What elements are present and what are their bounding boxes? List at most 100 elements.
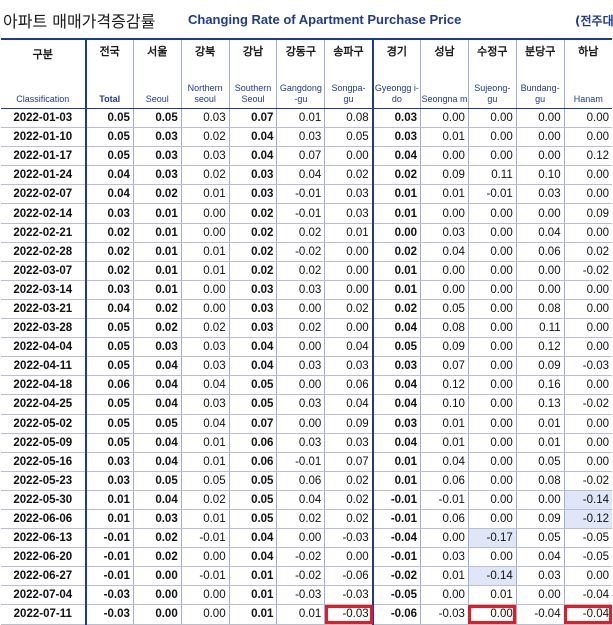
value-cell-gyeonggi-do: 0.01 [371, 184, 421, 205]
table-row: 2022-06-06 0.01 0.03 0.01 0.05 0.02 0.02 -0.01 0… [1, 509, 612, 530]
value-cell-hanam: 0.00 [563, 318, 612, 339]
value-cell-southern-seoul: 0.02 [228, 203, 277, 224]
value-cell-northern-seoul: 0.00 [180, 280, 230, 300]
value-cell-northern-seoul: 0.01 [180, 452, 230, 472]
value-cell-seoul: 0.02 [132, 318, 182, 339]
date-cell: 2022-05-23 [1, 471, 86, 491]
date-cell: 2022-06-20 [1, 547, 86, 568]
value-cell-gangdong-gu: 0.01 [276, 108, 325, 129]
date-cell: 2022-06-06 [1, 509, 86, 530]
value-cell-sujeong-gu: 0.00 [467, 509, 517, 530]
value-cell-seongnam: 0.12 [420, 375, 469, 396]
table-row: 2022-03-21 0.04 0.02 0.00 0.03 0.00 0.02 0.02 0.… [1, 299, 612, 320]
value-cell-total: 0.01 [84, 509, 134, 530]
value-cell-songpa-gu: 0.03 [324, 184, 373, 205]
value-cell-hanam: -0.04 [563, 604, 612, 625]
value-cell-southern-seoul: 0.04 [228, 547, 277, 568]
value-cell-sujeong-gu: 0.00 [467, 490, 517, 510]
value-cell-gangdong-gu: 0.06 [276, 471, 325, 491]
value-cell-songpa-gu: 0.05 [324, 127, 373, 148]
value-cell-seongnam: 0.00 [420, 585, 469, 606]
value-cell-seongnam: 0.07 [420, 356, 469, 377]
value-cell-songpa-gu: -0.06 [324, 566, 373, 587]
date-cell: 2022-03-21 [1, 299, 86, 320]
value-cell-northern-seoul: 0.01 [180, 509, 230, 530]
title-korean: 아파트 매매가격증감률 [3, 12, 156, 31]
value-cell-gyeonggi-do: -0.04 [371, 528, 421, 549]
value-cell-sujeong-gu: 0.00 [467, 604, 517, 625]
col-header-korean: 경기 [386, 45, 407, 58]
table-row: 2022-03-14 0.03 0.01 0.00 0.03 0.03 0.00 0.01 0.… [1, 280, 612, 300]
date-cell: 2022-02-14 [1, 203, 86, 224]
col-header-seongnam: 성남 Seongna m [420, 38, 469, 109]
value-cell-gyeonggi-do: -0.01 [371, 490, 421, 510]
value-cell-seongnam: 0.01 [420, 184, 469, 205]
value-cell-gangdong-gu: -0.02 [276, 242, 325, 262]
col-header-classification: 구분 Classification [1, 38, 86, 109]
value-cell-seoul: 0.02 [132, 184, 182, 205]
value-cell-songpa-gu: 0.06 [324, 375, 373, 396]
value-cell-seoul: 0.04 [132, 375, 182, 396]
value-cell-sujeong-gu: 0.00 [467, 223, 517, 243]
col-header-english: Songpa- gu [331, 83, 366, 104]
value-cell-northern-seoul: 0.00 [180, 604, 230, 625]
value-cell-seongnam: 0.00 [420, 108, 469, 129]
value-cell-songpa-gu: 0.02 [324, 165, 373, 186]
value-cell-songpa-gu: 0.02 [324, 299, 373, 320]
value-cell-southern-seoul: 0.03 [228, 280, 277, 300]
date-cell: 2022-05-02 [1, 414, 86, 434]
value-cell-bundang-gu: 0.09 [515, 356, 565, 377]
col-header-southern-seoul: 강남 Southern Seoul [228, 38, 277, 109]
col-header-english: Seoul [145, 94, 169, 104]
value-cell-bundang-gu: 0.12 [515, 337, 565, 358]
value-cell-southern-seoul: 0.03 [228, 299, 277, 320]
value-cell-gangdong-gu: -0.01 [276, 452, 325, 472]
value-cell-songpa-gu: 0.02 [324, 509, 373, 530]
value-cell-southern-seoul: 0.03 [228, 165, 277, 186]
value-cell-northern-seoul: 0.05 [180, 471, 230, 491]
col-header-korean: 분당구 [524, 45, 556, 58]
value-cell-sujeong-gu: 0.00 [467, 394, 517, 415]
date-cell: 2022-06-27 [1, 566, 86, 587]
col-header-sujeong-gu: 수정구 Sujeong- gu [467, 38, 517, 109]
value-cell-total: 0.05 [84, 394, 134, 415]
value-cell-southern-seoul: 0.02 [228, 242, 277, 262]
value-cell-hanam: 0.00 [563, 414, 612, 434]
value-cell-bundang-gu: 0.05 [515, 452, 565, 472]
value-cell-northern-seoul: 0.02 [180, 127, 230, 148]
value-cell-bundang-gu: 0.00 [515, 108, 565, 129]
table-row: 2022-05-09 0.05 0.04 0.01 0.06 0.03 0.03 0.04 0.… [1, 433, 612, 453]
value-cell-seongnam: -0.03 [420, 604, 469, 625]
value-cell-gangdong-gu: 0.02 [276, 318, 325, 339]
value-cell-songpa-gu: 0.00 [324, 146, 373, 167]
value-cell-gyeonggi-do: 0.03 [371, 108, 421, 129]
value-cell-hanam: 0.00 [563, 299, 612, 320]
value-cell-gyeonggi-do: 0.03 [371, 127, 421, 148]
value-cell-hanam: -0.02 [563, 394, 612, 415]
price-change-table: 구분 Classification 전국 Total 서울 Seoul 강북 Northern… [1, 38, 612, 625]
value-cell-gangdong-gu: 0.02 [276, 261, 325, 281]
value-cell-bundang-gu: 0.00 [515, 490, 565, 510]
table-row: 2022-05-02 0.05 0.05 0.04 0.07 0.00 0.09 0.03 0.… [1, 414, 612, 434]
value-cell-bundang-gu: 0.09 [515, 509, 565, 530]
col-header-korean: 성남 [434, 45, 455, 58]
date-cell: 2022-02-28 [1, 242, 86, 262]
value-cell-gangdong-gu: 0.03 [276, 394, 325, 415]
value-cell-northern-seoul: 0.03 [180, 108, 230, 129]
value-cell-sujeong-gu: 0.00 [467, 433, 517, 453]
value-cell-gyeonggi-do: 0.03 [371, 414, 421, 434]
table-row: 2022-02-07 0.04 0.02 0.01 0.03 -0.01 0.03 0.01 0… [1, 184, 612, 205]
col-header-english: Hanam [573, 94, 603, 104]
value-cell-northern-seoul: 0.01 [180, 242, 230, 262]
value-cell-gyeonggi-do: 0.02 [371, 242, 421, 262]
value-cell-total: 0.05 [84, 318, 134, 339]
value-cell-gyeonggi-do: 0.04 [371, 433, 421, 453]
value-cell-southern-seoul: 0.04 [228, 528, 277, 549]
value-cell-southern-seoul: 0.05 [228, 471, 277, 491]
value-cell-gyeonggi-do: 0.04 [371, 375, 421, 396]
value-cell-northern-seoul: 0.00 [180, 585, 230, 606]
table-row: 2022-04-25 0.05 0.04 0.03 0.05 0.03 0.04 0.04 0.… [1, 394, 612, 415]
value-cell-seoul: 0.04 [132, 356, 182, 377]
value-cell-gangdong-gu: -0.01 [276, 203, 325, 224]
value-cell-bundang-gu: 0.08 [515, 471, 565, 491]
